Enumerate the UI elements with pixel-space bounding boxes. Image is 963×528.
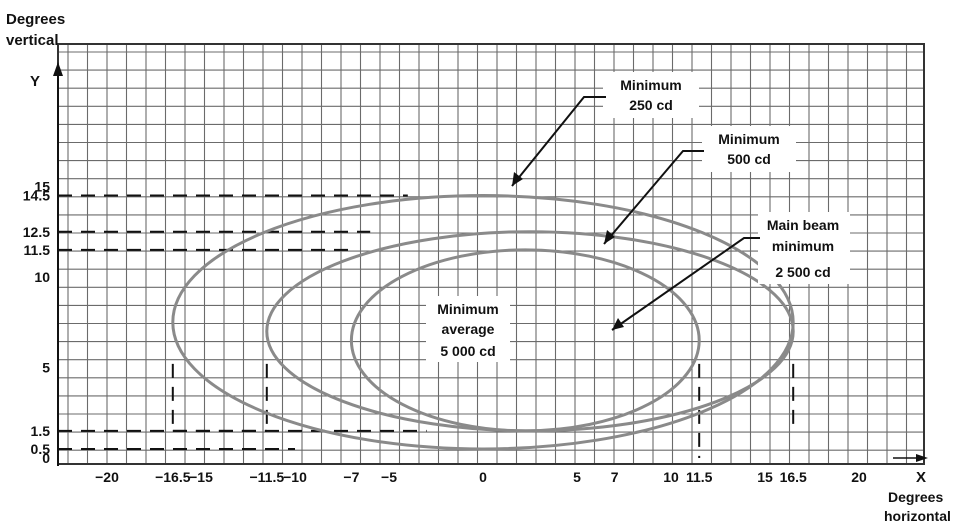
callout-main-beam-line3: 2 500 cd [775,264,830,280]
callout-main-beam-bg [758,212,850,284]
y-tick-label-1: 14.5 [23,188,50,204]
y-tick-label-4: 10 [34,269,50,285]
y-axis-title-line2: vertical [6,32,59,49]
y-tick-label-5: 5 [42,360,50,376]
center-label-line3: 5 000 cd [440,343,495,359]
x-tick-label-1: −16.5 [155,469,191,485]
x-tick-label-0: −20 [95,469,119,485]
contours [171,194,795,451]
callout-min-250-line2: 250 cd [629,97,673,113]
y-axis [53,62,63,466]
callout-min-250: Minimum 250 cd [511,72,699,187]
center-label-line1: Minimum [437,301,498,317]
callout-min-250-line1: Minimum [620,77,681,93]
y-tick-label-2: 12.5 [23,224,50,240]
y-tick-label-6: 1.5 [31,423,51,439]
x-axis [893,454,928,462]
grid [58,44,924,464]
contour-main-beam-2500 [349,248,701,433]
callout-main-beam-line1: Main beam [767,217,839,233]
x-axis-title-line2: horizontal [884,508,951,524]
x-axis-letter: X [916,469,926,486]
y-tick-label-7: 0.5 [31,441,51,457]
x-tick-label-11: 11.5 [686,469,713,485]
x-tick-label-12: 15 [757,469,773,485]
x-tick-label-3: −11.5 [249,469,284,485]
x-arrow-icon [916,454,928,462]
x-tick-labels: −20 −16.5−15 −11.5−10 −7 −5 0 5 7 10 11.5 15 16.5 20 [95,469,867,485]
x-tick-label-10: 10 [663,469,679,485]
x-tick-label-9: 7 [611,469,619,485]
x-tick-label-14: 20 [851,469,867,485]
x-axis-title-line1: Degrees [888,489,943,505]
center-label-line2: average [442,321,495,337]
x-tick-label-8: 5 [573,469,581,485]
callout-min-500-leader [603,150,704,245]
center-label-bg [426,296,510,362]
callout-min-500-arrowhead-icon [604,230,615,244]
contour-min-500 [265,230,795,433]
y-axis-letter: Y [30,73,40,90]
callout-min-250-leader [511,96,606,187]
y-tick-label-8: 0 [42,450,50,466]
callout-min-500: Minimum 500 cd [603,126,796,245]
x-tick-label-4: −10 [283,469,307,485]
x-tick-label-6: −5 [381,469,397,485]
callout-min-250-arrowhead-icon [512,172,523,186]
callout-main-beam-line2: minimum [772,238,834,254]
y-axis-title-line1: Degrees [6,11,65,28]
callout-min-500-line2: 500 cd [727,151,771,167]
callout-main-beam-2500: Main beam minimum 2 500 cd [611,212,850,331]
extent-dashes [58,194,795,458]
callout-min-250-bg [603,72,699,118]
callout-min-500-bg [702,126,796,172]
x-tick-label-5: −7 [343,469,359,485]
y-arrow-icon [53,62,63,76]
callout-main-beam-leader [611,237,760,331]
x-tick-label-7: 0 [479,469,487,485]
y-tick-label-0: 15 [34,179,50,195]
center-label: Minimum average 5 000 cd [426,296,510,362]
callout-min-500-line1: Minimum [718,131,779,147]
callout-main-beam-arrowhead-icon [612,318,624,330]
x-tick-label-2: −15 [189,469,213,485]
x-tick-label-13: 16.5 [780,469,807,485]
y-tick-label-3: 11.5 [24,242,51,258]
